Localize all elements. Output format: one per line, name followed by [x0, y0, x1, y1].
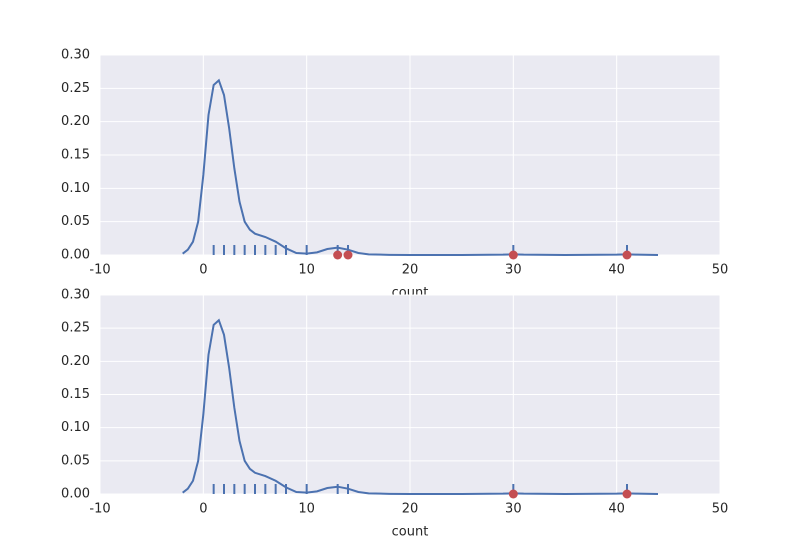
- y-tick-label: 0.30: [61, 48, 90, 63]
- x-tick-label: -10: [89, 263, 110, 278]
- point: [333, 250, 343, 260]
- point: [343, 250, 353, 260]
- y-tick-label: 0.05: [61, 214, 90, 229]
- y-tick-label: 0.25: [61, 321, 90, 336]
- x-tick-label: 30: [505, 502, 522, 517]
- x-tick-label: 50: [712, 263, 729, 278]
- x-tick-label: -10: [89, 502, 110, 517]
- y-tick-label: 0.25: [61, 81, 90, 96]
- y-tick-label: 0.00: [61, 248, 90, 263]
- x-tick-label: 10: [298, 263, 315, 278]
- y-tick-label: 0.15: [61, 387, 90, 402]
- x-tick-label: 0: [199, 502, 207, 517]
- x-tick-label: 0: [199, 263, 207, 278]
- x-tick-label: 40: [608, 502, 625, 517]
- x-tick-label: 20: [402, 502, 419, 517]
- y-tick-label: 0.10: [61, 181, 90, 196]
- x-tick-label: 10: [298, 502, 315, 517]
- point: [508, 250, 518, 260]
- y-tick-label: 0.05: [61, 453, 90, 468]
- y-tick-label: 0.15: [61, 148, 90, 163]
- x-tick-label: 30: [505, 263, 522, 278]
- point: [508, 489, 518, 499]
- x-tick-label: 40: [608, 263, 625, 278]
- y-tick-label: 0.30: [61, 288, 90, 303]
- x-tick-label: 50: [712, 502, 729, 517]
- x-axis-label: count: [392, 525, 429, 540]
- point: [622, 489, 632, 499]
- y-tick-label: 0.20: [61, 114, 90, 129]
- y-tick-label: 0.20: [61, 354, 90, 369]
- y-tick-label: 0.00: [61, 487, 90, 502]
- x-tick-label: 20: [402, 263, 419, 278]
- y-tick-label: 0.10: [61, 420, 90, 435]
- point: [622, 250, 632, 260]
